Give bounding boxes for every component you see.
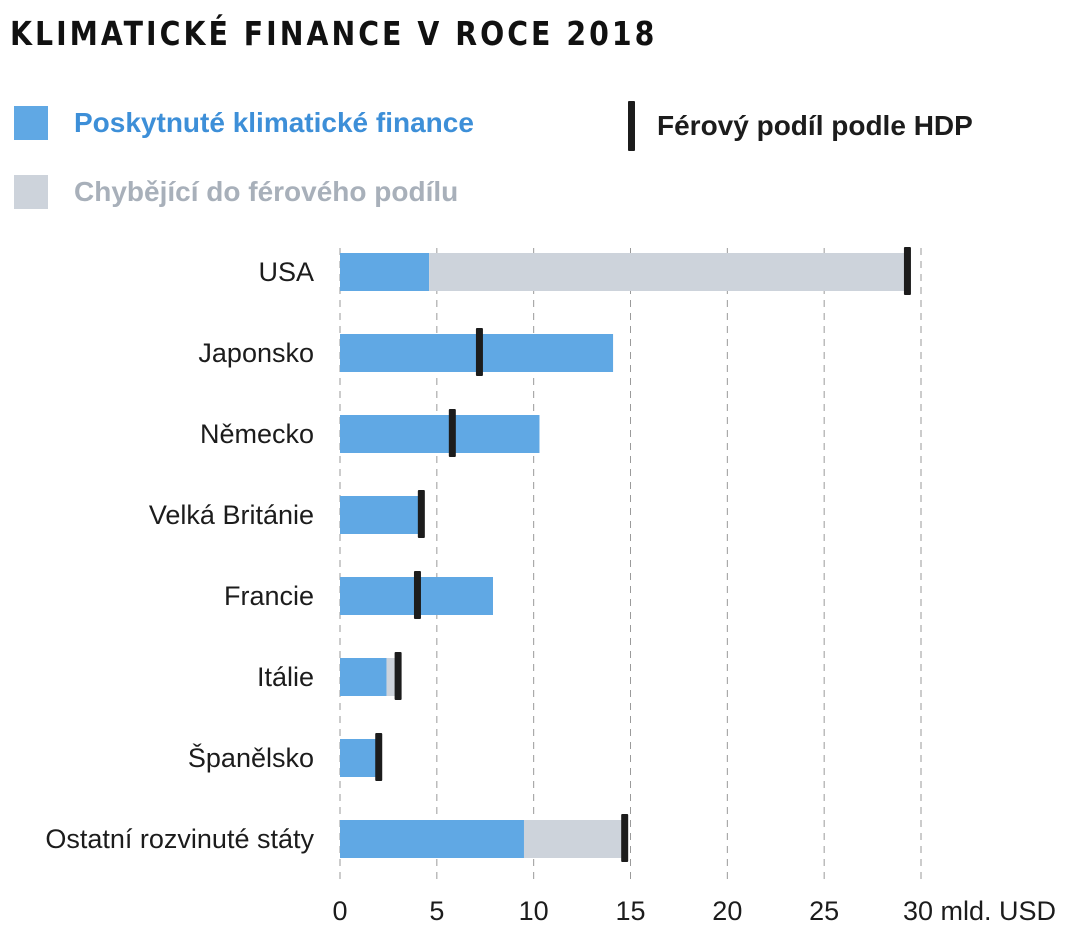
provided-bar-7 — [340, 820, 524, 858]
legend-provided-label: Poskytnuté klimatické finance — [74, 107, 474, 138]
fair-share-marker-7 — [621, 814, 629, 862]
legend-fair-share: Férový podíl podle HDP — [628, 101, 973, 151]
chart-title: KLIMATICKÉ FINANCE V ROCE 2018 — [10, 14, 658, 53]
fair-share-marker-1 — [475, 328, 483, 376]
legend-provided: Poskytnuté klimatické finance — [14, 106, 474, 140]
legend-missing: Chybějící do férového podílu — [14, 175, 458, 209]
legend-provided-swatch — [14, 106, 48, 140]
category-label-1: Japonsko — [198, 338, 314, 368]
missing-bar-5 — [386, 658, 399, 696]
fair-share-marker-6 — [375, 733, 383, 781]
provided-bar-0 — [340, 253, 430, 291]
category-label-3: Velká Británie — [149, 500, 314, 530]
missing-bar-0 — [429, 253, 908, 291]
x-tick-label-1: 5 — [429, 896, 444, 926]
fair-share-marker-2 — [448, 409, 456, 457]
category-label-2: Německo — [200, 419, 314, 449]
provided-bar-3 — [340, 496, 420, 534]
missing-bar-7 — [523, 820, 625, 858]
fair-share-marker-5 — [394, 652, 402, 700]
fair-share-marker-0 — [903, 247, 911, 295]
category-label-6: Španělsko — [188, 742, 314, 773]
category-label-0: USA — [258, 257, 314, 287]
provided-bar-2 — [340, 415, 540, 453]
x-tick-label-2: 10 — [519, 896, 549, 926]
provided-bar-6 — [340, 739, 377, 777]
legend-fair-share-label: Férový podíl podle HDP — [657, 110, 973, 141]
legend-missing-label: Chybějící do férového podílu — [74, 176, 459, 207]
legend-fair-share-marker — [628, 101, 635, 151]
x-tick-label-0: 0 — [332, 896, 347, 926]
legend-missing-swatch — [14, 175, 48, 209]
fair-share-marker-4 — [413, 571, 421, 619]
fair-share-marker-3 — [417, 490, 425, 538]
x-tick-label-6: 30 mld. USD — [903, 896, 1056, 926]
provided-bar-5 — [340, 658, 387, 696]
category-label-4: Francie — [224, 581, 314, 611]
x-tick-label-5: 25 — [809, 896, 839, 926]
x-tick-label-4: 20 — [712, 896, 742, 926]
x-tick-label-3: 15 — [615, 896, 645, 926]
category-label-7: Ostatní rozvinuté státy — [45, 824, 314, 854]
category-label-5: Itálie — [257, 662, 314, 692]
